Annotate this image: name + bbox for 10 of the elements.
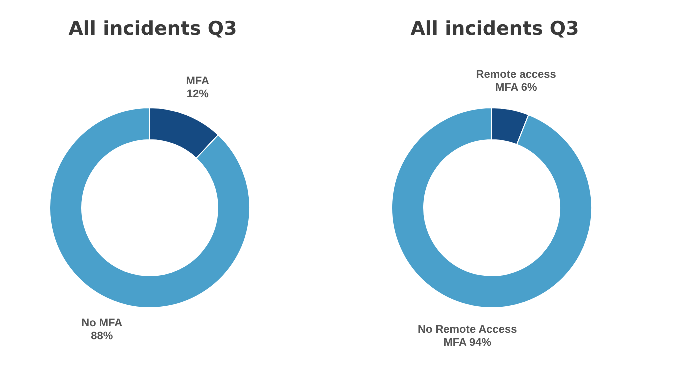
data-label: 88% [91, 330, 114, 342]
chart-title: All incidents Q3 [68, 18, 238, 40]
donut-slice [50, 108, 250, 308]
slice-label: No Remote Access MFA 94% [418, 324, 518, 350]
slice-label: No MFA [82, 317, 123, 330]
donut-slice [392, 108, 592, 308]
chart-title: All incidents Q3 [410, 18, 580, 40]
slice-label: MFA [186, 76, 210, 88]
slice-label: Remote access MFA 6% [476, 68, 556, 94]
data-label: 12% [186, 88, 210, 101]
